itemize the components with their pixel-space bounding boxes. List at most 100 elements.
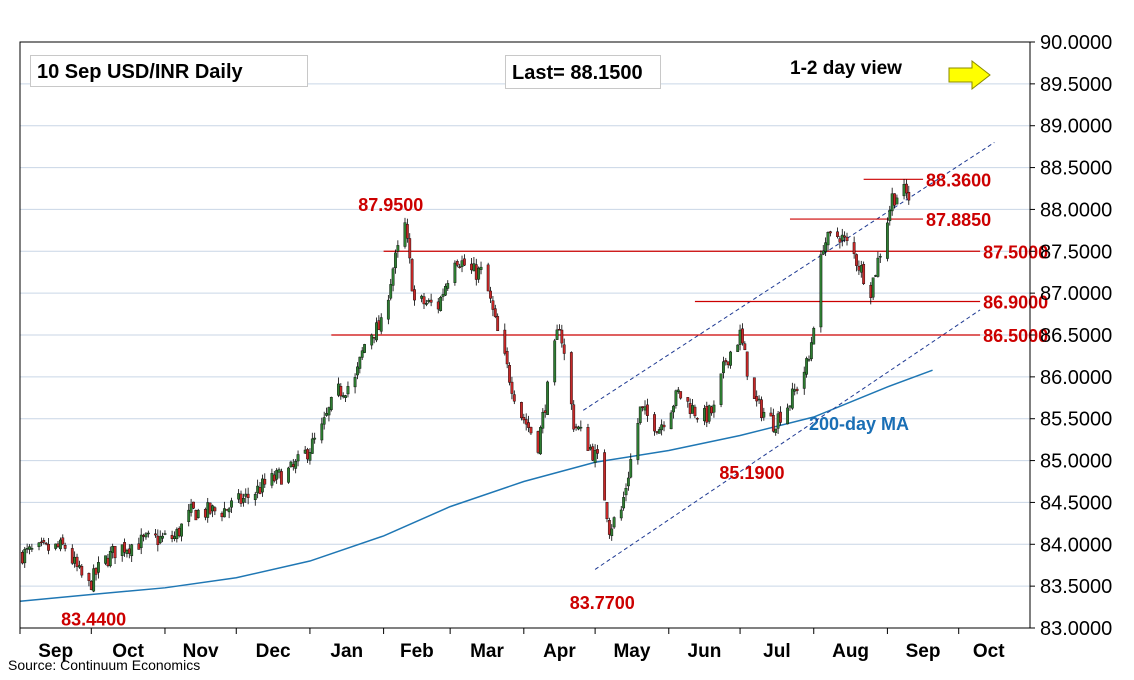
candle-body — [786, 407, 790, 425]
candle-body — [125, 550, 129, 554]
candle-body — [809, 342, 813, 360]
candle-body — [59, 539, 62, 550]
candle-body — [688, 403, 692, 414]
candle-body — [42, 540, 46, 543]
candle-body — [391, 268, 395, 286]
x-tick-label: Sep — [38, 641, 73, 662]
y-tick-label: 87.0000 — [1040, 283, 1112, 305]
candle-body — [410, 259, 414, 292]
x-tick-label: Feb — [400, 641, 434, 662]
candle-body — [308, 452, 312, 461]
candle-body — [788, 405, 792, 408]
candle-body — [396, 245, 400, 252]
candle-body — [790, 388, 794, 409]
candle-body — [25, 548, 29, 550]
x-tick-label: Nov — [183, 641, 219, 662]
candle-body — [161, 535, 164, 539]
candle-body — [192, 501, 195, 509]
candle-body — [871, 277, 875, 298]
x-tick-label: Oct — [973, 641, 1005, 662]
candle-body — [553, 340, 557, 383]
candle-body — [253, 493, 257, 501]
candle-body — [828, 231, 832, 234]
candle-body — [360, 350, 364, 358]
candle-body — [703, 408, 706, 422]
candle-body — [280, 471, 283, 485]
candle-body — [736, 344, 740, 352]
candle-body — [363, 344, 366, 353]
candle-body — [859, 265, 863, 273]
candle-body — [705, 406, 709, 423]
candle-body — [569, 352, 573, 405]
candle-body — [888, 209, 892, 222]
candle-body — [524, 419, 528, 425]
candle-body — [836, 231, 839, 237]
candle-body — [612, 517, 616, 528]
moving-average: 200-day MA — [19, 369, 933, 602]
level-label: 86.5000 — [983, 326, 1048, 346]
candle-body — [655, 431, 659, 433]
candle-body — [522, 417, 526, 421]
candle-body — [54, 543, 58, 549]
candle-body — [327, 407, 331, 416]
y-tick-label: 83.5000 — [1040, 576, 1112, 598]
candle-body — [676, 389, 680, 392]
candle-body — [907, 191, 911, 201]
candle-body — [120, 544, 124, 556]
x-tick-label: Aug — [832, 641, 869, 662]
candle-body — [246, 493, 250, 498]
candle-body — [20, 552, 24, 564]
candle-body — [37, 542, 41, 548]
candle-body — [213, 507, 217, 512]
candle-body — [310, 438, 314, 454]
x-tick-label: Sep — [906, 641, 941, 662]
x-tick-label: Jun — [688, 641, 722, 662]
candle-body — [558, 329, 561, 331]
x-tick-label: Mar — [470, 641, 504, 662]
view-horizon: 1-2 day view — [790, 58, 902, 79]
candle-body — [693, 406, 697, 417]
candle-body — [97, 562, 100, 573]
candle-body — [493, 308, 497, 317]
candle-body — [94, 567, 98, 575]
candle-body — [607, 520, 611, 535]
candle-body — [203, 509, 207, 518]
candle-body — [137, 543, 141, 550]
candle-body — [719, 373, 723, 405]
candle-body — [455, 261, 459, 266]
candle-body — [424, 303, 428, 305]
candle-body — [408, 238, 412, 259]
candle-body — [579, 426, 583, 429]
candle-body — [588, 447, 592, 450]
candle-body — [261, 478, 264, 493]
candle-body — [177, 528, 181, 537]
candle-body — [479, 266, 483, 270]
level-label: 87.5000 — [983, 242, 1048, 262]
candle-body — [375, 322, 378, 341]
candle-body — [344, 395, 347, 398]
candle-body — [144, 533, 148, 538]
candle-body — [389, 284, 393, 299]
level-lines: 88.3600 87.8850 87.5000 86.9000 86.5000 — [331, 170, 1048, 346]
candle-body — [458, 266, 462, 268]
candle-body — [61, 537, 65, 545]
candle-body — [429, 299, 433, 303]
candle-body — [230, 500, 233, 508]
y-tick-label: 84.5000 — [1040, 492, 1112, 514]
candle-body — [78, 565, 81, 568]
candle-body — [208, 502, 212, 514]
candle-body — [738, 329, 742, 345]
candle-body — [643, 406, 647, 411]
candle-body — [591, 446, 595, 461]
x-tick-label: Dec — [256, 641, 291, 662]
y-tick-label: 88.5000 — [1040, 158, 1112, 180]
candle-body — [92, 568, 96, 592]
candle-body — [106, 557, 110, 567]
candle-body — [508, 365, 511, 383]
candle-body — [44, 542, 48, 545]
candle-body — [441, 294, 445, 297]
candle-body — [263, 478, 267, 485]
level-label: 86.9000 — [983, 293, 1048, 313]
candle-body — [527, 422, 530, 428]
candle-body — [287, 467, 290, 483]
